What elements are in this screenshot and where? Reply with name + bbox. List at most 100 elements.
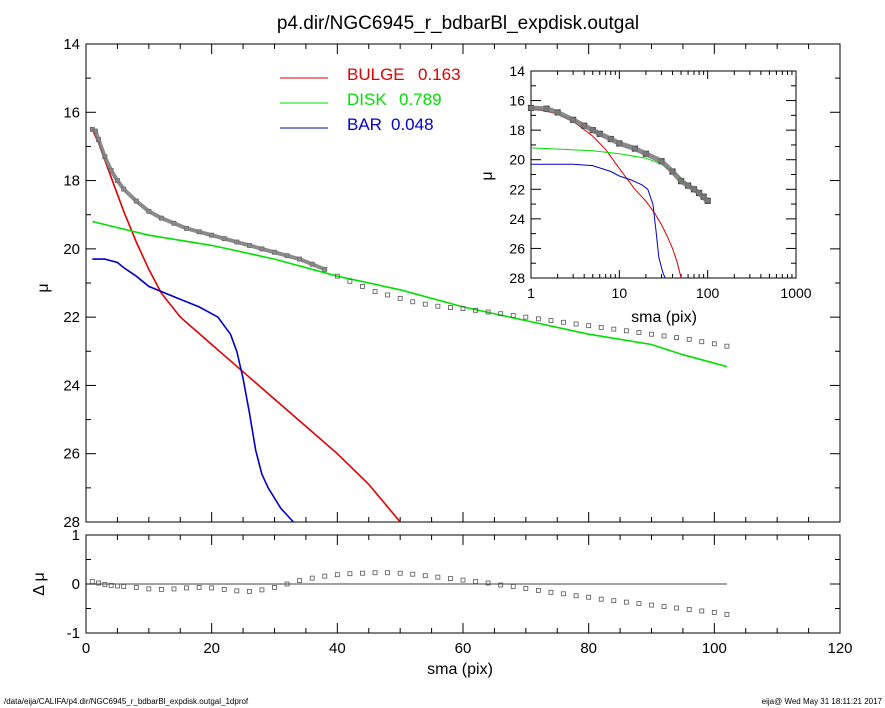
main-data-point bbox=[448, 305, 453, 310]
legend-bar-label: BAR bbox=[347, 115, 382, 134]
main-y-tick-labels: 14 16 18 20 22 24 26 28 bbox=[63, 36, 80, 531]
main-data-point bbox=[460, 306, 466, 312]
residual-residual-point bbox=[536, 587, 541, 593]
inset-y-tick-label: 18 bbox=[509, 122, 525, 138]
residual-residual-point bbox=[435, 574, 441, 580]
residual-residual-point bbox=[498, 582, 504, 588]
main-data-point bbox=[674, 335, 680, 341]
residual-residual-point bbox=[309, 575, 315, 581]
residual-x-label: sma (pix) bbox=[427, 661, 493, 678]
residual-residual-point bbox=[209, 585, 215, 591]
main-data-point bbox=[548, 318, 554, 323]
residual-residual-point bbox=[510, 584, 516, 589]
residual-y-tick-label: -1 bbox=[67, 625, 80, 642]
inset-x-label: sma (pix) bbox=[631, 309, 697, 326]
residual-residual-point bbox=[611, 598, 617, 604]
residual-residual-point bbox=[598, 596, 604, 602]
residual-y-tick-label: 1 bbox=[72, 527, 80, 544]
residual-residual-point bbox=[586, 594, 592, 600]
main-y-label: μ bbox=[35, 283, 52, 292]
chart-title: p4.dir/NGC6945_r_bdbarBl_expdisk.outgal bbox=[277, 13, 639, 34]
legend-bulge-value: 0.163 bbox=[418, 65, 461, 84]
main-panel: 14 16 18 20 22 24 26 28 μ BULGE 0.163 DISK 0.78… bbox=[35, 36, 841, 531]
residual-residual-point bbox=[334, 572, 340, 578]
main-y-tick-label: 14 bbox=[63, 36, 80, 53]
residual-residual-point bbox=[184, 585, 189, 591]
main-data-point bbox=[598, 324, 604, 330]
main-data-point bbox=[385, 292, 391, 298]
main-bar-line bbox=[92, 258, 294, 523]
residual-residual-point bbox=[561, 591, 566, 597]
main-data-point bbox=[661, 333, 667, 339]
residual-residual-point bbox=[102, 582, 108, 587]
legend-disk-label: DISK bbox=[347, 90, 387, 109]
residual-x-tick-label: 40 bbox=[329, 640, 346, 657]
residual-residual-point bbox=[158, 586, 164, 592]
inset-y-tick-label: 22 bbox=[509, 181, 525, 197]
inset-ticks bbox=[530, 70, 797, 279]
main-y-tick-label: 22 bbox=[63, 309, 80, 326]
residual-residual-point bbox=[636, 601, 642, 606]
residual-residual-point bbox=[246, 588, 252, 594]
inset-tick-labels: 14 16 18 20 22 24 26 281 10 100 1000 bbox=[509, 63, 811, 301]
footer-path: /data/eija/CALIFA/p4.dir/NGC6945_r_bdbar… bbox=[4, 697, 249, 706]
residual-residual-point bbox=[297, 578, 303, 583]
residual-residual-point bbox=[724, 611, 730, 617]
residual-residual-point bbox=[360, 570, 365, 576]
inset-y-tick-label: 28 bbox=[509, 270, 525, 286]
inset-y-tick-label: 14 bbox=[509, 63, 525, 79]
residual-residual-point bbox=[196, 585, 202, 590]
main-series bbox=[89, 126, 730, 523]
main-data-point bbox=[711, 341, 717, 347]
residual-x-tick-label: 100 bbox=[702, 640, 727, 657]
residual-residual-point bbox=[573, 593, 579, 599]
legend-bar-value: 0.048 bbox=[391, 115, 434, 134]
legend-disk-value: 0.789 bbox=[399, 90, 442, 109]
residual-residual-point bbox=[410, 571, 416, 577]
residual-series bbox=[89, 570, 730, 617]
main-y-tick-label: 28 bbox=[63, 514, 80, 531]
main-data-band bbox=[90, 127, 327, 272]
residual-residual-point bbox=[146, 586, 152, 592]
residual-residual-point bbox=[108, 583, 114, 588]
main-data-point bbox=[422, 301, 428, 307]
residual-residual-point bbox=[234, 588, 240, 594]
main-data-point bbox=[686, 336, 692, 342]
residual-residual-point bbox=[133, 585, 139, 590]
main-data-point bbox=[410, 299, 416, 305]
main-y-tick-label: 16 bbox=[63, 104, 80, 121]
legend-bulge-label: BULGE bbox=[347, 65, 405, 84]
inset-frame bbox=[530, 70, 797, 279]
residual-x-tick-label: 120 bbox=[827, 640, 852, 657]
main-data-point bbox=[334, 273, 340, 279]
main-bulge-line bbox=[91, 129, 401, 523]
residual-residual-point bbox=[385, 570, 391, 576]
residual-residual-point bbox=[661, 604, 667, 609]
main-data-point bbox=[498, 311, 504, 317]
inset-x-tick-label: 1 bbox=[527, 285, 535, 301]
main-data-point bbox=[523, 314, 529, 320]
inset-series bbox=[527, 104, 711, 279]
residual-residual-point bbox=[649, 602, 654, 608]
main-data-point bbox=[435, 303, 441, 309]
residual-residual-point bbox=[460, 577, 466, 583]
residual-residual-point bbox=[422, 573, 428, 579]
residual-residual-point bbox=[96, 580, 101, 586]
main-data-point bbox=[636, 330, 642, 335]
legend: BULGE 0.163 DISK 0.789 BAR 0.048 bbox=[280, 65, 461, 134]
residual-residual-point bbox=[711, 610, 717, 615]
residual-x-tick-label: 60 bbox=[455, 640, 472, 657]
inset-panel: 14 16 18 20 22 24 26 281 10 100 1000 μ sma (pix) bbox=[479, 63, 812, 326]
main-data-point bbox=[397, 295, 403, 301]
residual-x-tick-label: 80 bbox=[580, 640, 597, 657]
inset-bar-line bbox=[531, 163, 666, 279]
main-data-point bbox=[699, 339, 705, 345]
residual-residual-point bbox=[284, 581, 290, 587]
residual-residual-point bbox=[121, 584, 127, 589]
main-data-point bbox=[586, 323, 592, 329]
residual-residual-point bbox=[397, 570, 403, 576]
inset-y-tick-label: 26 bbox=[509, 240, 525, 256]
inset-y-tick-label: 24 bbox=[509, 211, 525, 227]
